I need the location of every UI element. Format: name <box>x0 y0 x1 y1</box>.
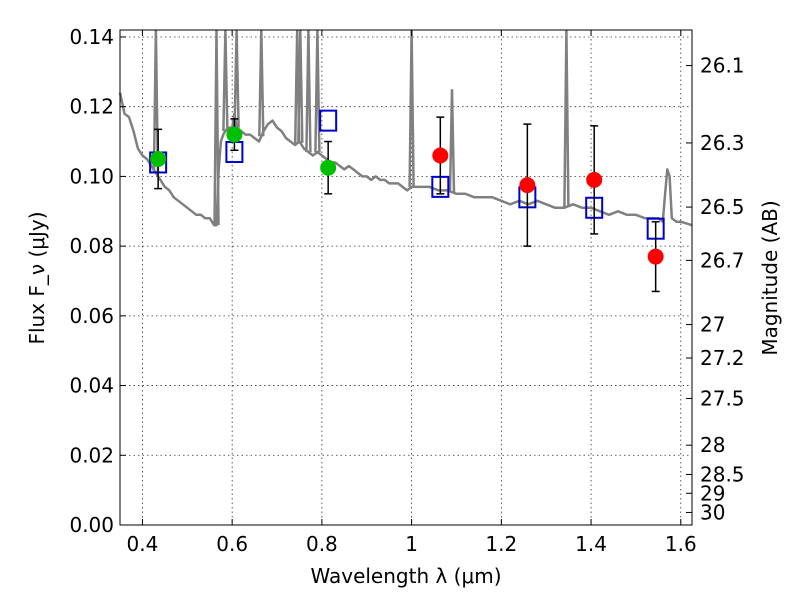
x-tick-label: 0.4 <box>127 532 159 556</box>
observed-point-red <box>586 171 603 188</box>
mag-tick-label: 26.5 <box>700 195 745 219</box>
x-tick-label: 1 <box>405 532 418 556</box>
x-tick-label: 1.6 <box>665 532 697 556</box>
mag-tick-label: 26.3 <box>700 131 745 155</box>
y-tick-label: 0.14 <box>69 25 114 49</box>
observed-point-red <box>432 147 449 164</box>
emission-line-spike <box>563 29 570 207</box>
x-tick-label: 0.8 <box>306 532 338 556</box>
x-axis-label: Wavelength λ (μm) <box>310 564 501 588</box>
tick-labels-layer: 0.4 0.6 0.8 1 1.2 1.4 1.6 0.00 0.02 0.04 0.06 0.08 0… <box>69 25 744 556</box>
emission-line-spike <box>297 29 304 143</box>
mag-tick-label: 27.5 <box>700 386 745 410</box>
y-axis-label: Flux F_ν (μJy) <box>25 211 49 344</box>
y-tick-label: 0.10 <box>69 164 114 188</box>
emission-line-spike <box>233 29 240 128</box>
model-flux-box <box>319 109 338 132</box>
emission-line-spike <box>222 29 229 132</box>
mag-tick-label: 26.7 <box>700 248 745 272</box>
mag-tick-label: 26.1 <box>700 54 745 78</box>
y-tick-label: 0.08 <box>69 234 114 258</box>
grid <box>120 30 692 526</box>
mag-tick-label: 28 <box>700 433 725 457</box>
x-tick-label: 0.6 <box>216 532 248 556</box>
observed-point-red <box>519 177 536 194</box>
x-tick-label: 1.4 <box>575 532 607 556</box>
mag-tick-label: 30 <box>700 500 725 524</box>
y-tick-label: 0.04 <box>69 374 114 398</box>
y-tick-label: 0.06 <box>69 304 114 328</box>
observed-point-red <box>647 248 664 265</box>
y-tick-label: 0.02 <box>69 443 114 467</box>
mag-tick-label: 28.5 <box>700 462 745 486</box>
observed-point-green <box>226 126 243 143</box>
model-spectrum-layer <box>118 29 693 227</box>
observed-point-green <box>320 159 337 176</box>
mag-tick-label: 27 <box>700 313 725 337</box>
mag-tick-label: 29 <box>700 481 725 505</box>
ticks-layer <box>120 30 692 526</box>
y-tick-label: 0.00 <box>69 513 114 537</box>
y2-axis-label: Magnitude (AB) <box>758 200 782 355</box>
emission-line-spike <box>408 29 415 187</box>
emission-line-spike <box>258 29 265 137</box>
observed-point-green <box>150 150 167 167</box>
emission-line-spike <box>305 29 312 153</box>
plot-frame <box>119 29 693 526</box>
x-tick-label: 1.2 <box>485 532 517 556</box>
emission-line-spike <box>448 89 456 193</box>
emission-line-spike <box>314 29 321 153</box>
mag-tick-label: 27.2 <box>700 346 745 370</box>
y-tick-label: 0.12 <box>69 95 114 119</box>
model-spectrum-line <box>118 92 693 227</box>
data-points-layer <box>149 109 665 293</box>
